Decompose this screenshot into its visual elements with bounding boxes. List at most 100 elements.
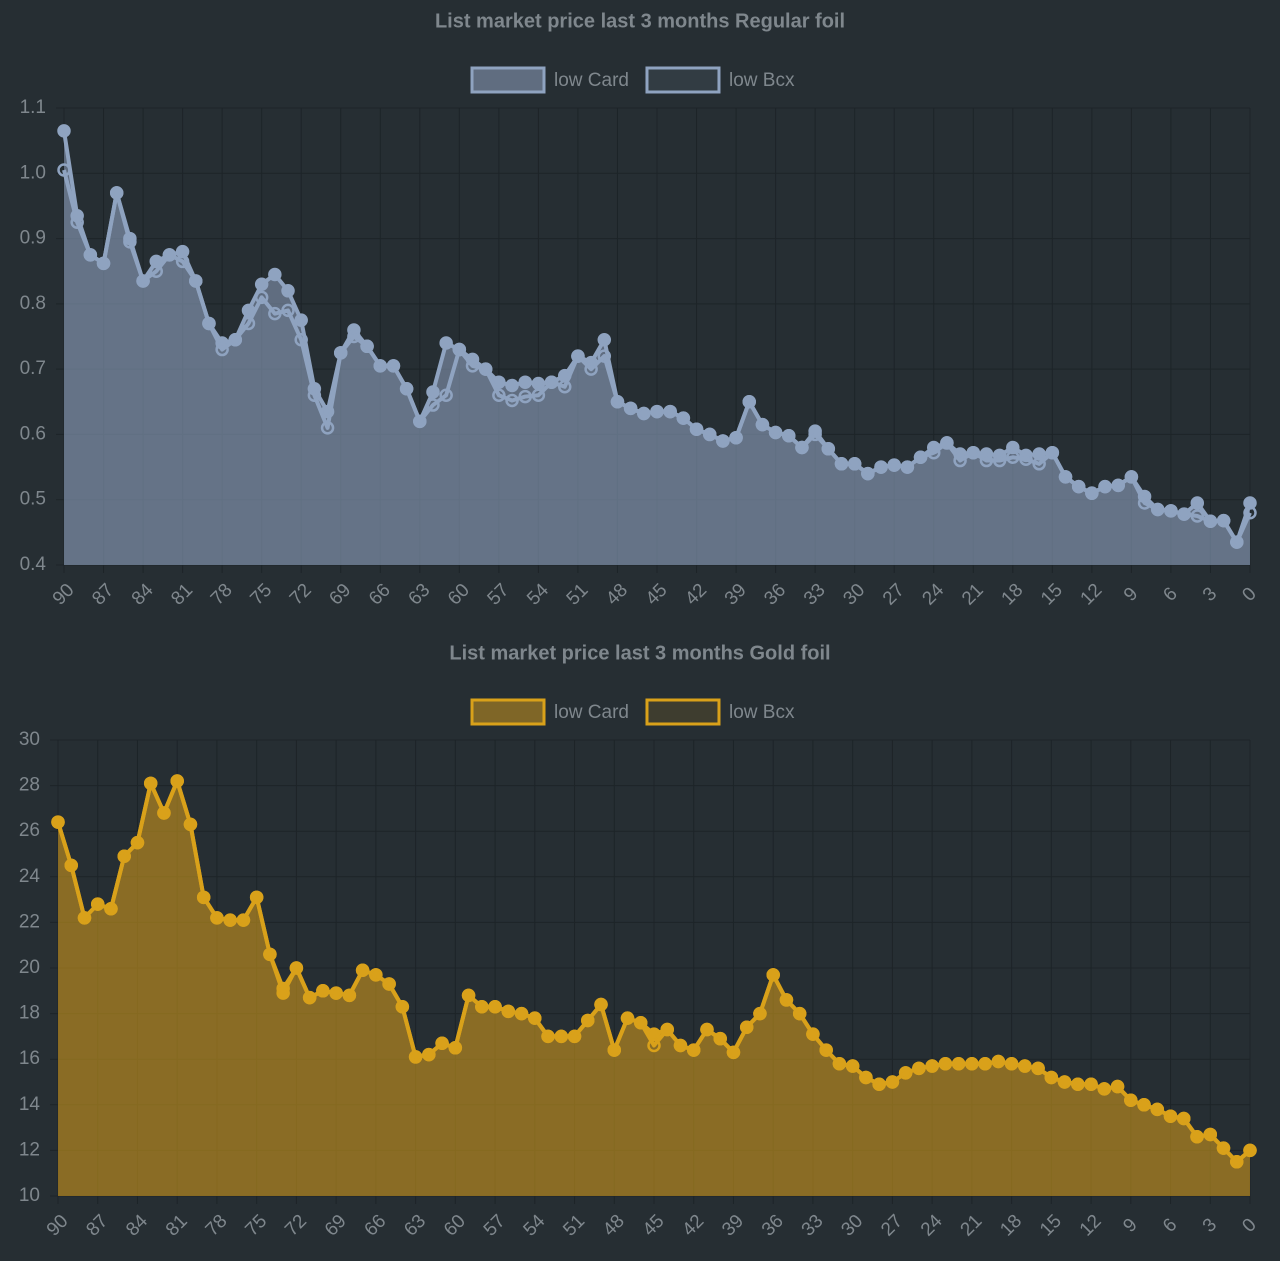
point [544,375,559,389]
y-tick-label: 12 [19,1139,40,1160]
point [268,306,282,321]
point [992,453,1007,468]
point [202,316,216,331]
point [1032,457,1046,471]
y-tick-label: 22 [19,911,40,932]
point [607,1043,622,1057]
point [452,342,467,357]
point [210,911,224,925]
x-tick-label: 3 [1199,583,1221,605]
x-tick-label: 45 [642,580,672,610]
point [808,427,822,442]
point [342,988,357,1003]
point [953,453,967,468]
point [157,806,171,820]
area [64,170,1250,565]
y-tick-label: 18 [19,1003,40,1024]
x-tick-label: 63 [400,1211,430,1241]
point [660,1022,674,1037]
point [729,430,743,445]
x-tick-label: 36 [758,1211,788,1241]
point [1085,486,1099,500]
point [940,436,954,450]
point [448,1041,463,1055]
point [1071,1077,1085,1092]
point [726,1045,741,1060]
legend-label: low Bcx [729,702,795,723]
point [900,460,915,474]
point [1137,1098,1151,1112]
x-tick-label: 75 [246,580,276,610]
point [887,458,901,472]
point [475,1000,489,1014]
point [518,389,532,404]
point [505,378,519,393]
point [898,1066,913,1080]
point [117,849,131,864]
point [1230,1155,1244,1169]
point [1071,479,1086,494]
x-tick-label: 60 [444,580,474,610]
x-tick-label: 51 [559,1211,589,1241]
x-tick-label: 6 [1159,1214,1181,1236]
point [1203,514,1218,529]
y-tick-label: 14 [19,1094,41,1115]
point [1124,470,1139,484]
point [57,124,71,138]
point [1190,1129,1204,1144]
point [663,404,677,419]
point [623,401,638,416]
point [70,215,84,229]
x-tick-label: 60 [440,1211,470,1241]
point [1098,479,1112,494]
area [64,130,1250,565]
point [531,376,546,391]
point [806,1027,820,1041]
x-tick-label: 57 [484,580,514,610]
point [739,1020,754,1035]
point [461,988,476,1003]
point [531,388,546,403]
point [597,333,612,347]
point [1084,1077,1098,1092]
point [215,342,229,357]
point [1018,1059,1032,1073]
point [307,388,322,403]
point [885,1075,900,1089]
point [673,1038,688,1053]
legend-swatch [645,66,721,94]
x-tick-label: 24 [917,1210,947,1240]
x-tick-label: 39 [721,580,751,610]
point [1137,496,1152,510]
point [650,404,664,419]
point [241,316,256,331]
x-tick-label: 42 [678,1211,708,1241]
x-tick-label: 48 [602,580,632,610]
point [268,267,282,282]
point [386,359,401,373]
point [382,977,396,991]
point [1019,452,1033,466]
point [478,362,493,376]
point [426,385,440,399]
x-tick-label: 78 [207,580,237,610]
y-tick-label: 24 [19,866,41,887]
point [753,1006,767,1021]
point [289,961,304,975]
point [637,406,651,421]
x-tick-label: 15 [1037,580,1067,610]
point [1164,504,1178,518]
point [1163,1109,1178,1123]
point [1203,1127,1218,1142]
point [1006,450,1020,465]
point [136,274,150,288]
point [859,1070,873,1085]
point [360,339,374,354]
point [263,947,277,962]
point [1097,1082,1112,1096]
point [170,774,184,788]
point [254,277,269,292]
point [501,1004,516,1019]
point [505,393,519,408]
point [294,313,308,327]
